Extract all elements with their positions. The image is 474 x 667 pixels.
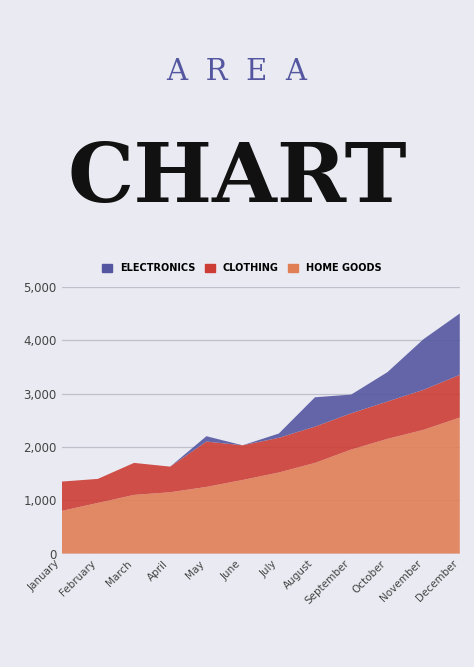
Text: A  R  E  A: A R E A: [166, 58, 308, 86]
Text: CHART: CHART: [67, 139, 407, 219]
Legend: ELECTRONICS, CLOTHING, HOME GOODS: ELECTRONICS, CLOTHING, HOME GOODS: [99, 259, 385, 277]
